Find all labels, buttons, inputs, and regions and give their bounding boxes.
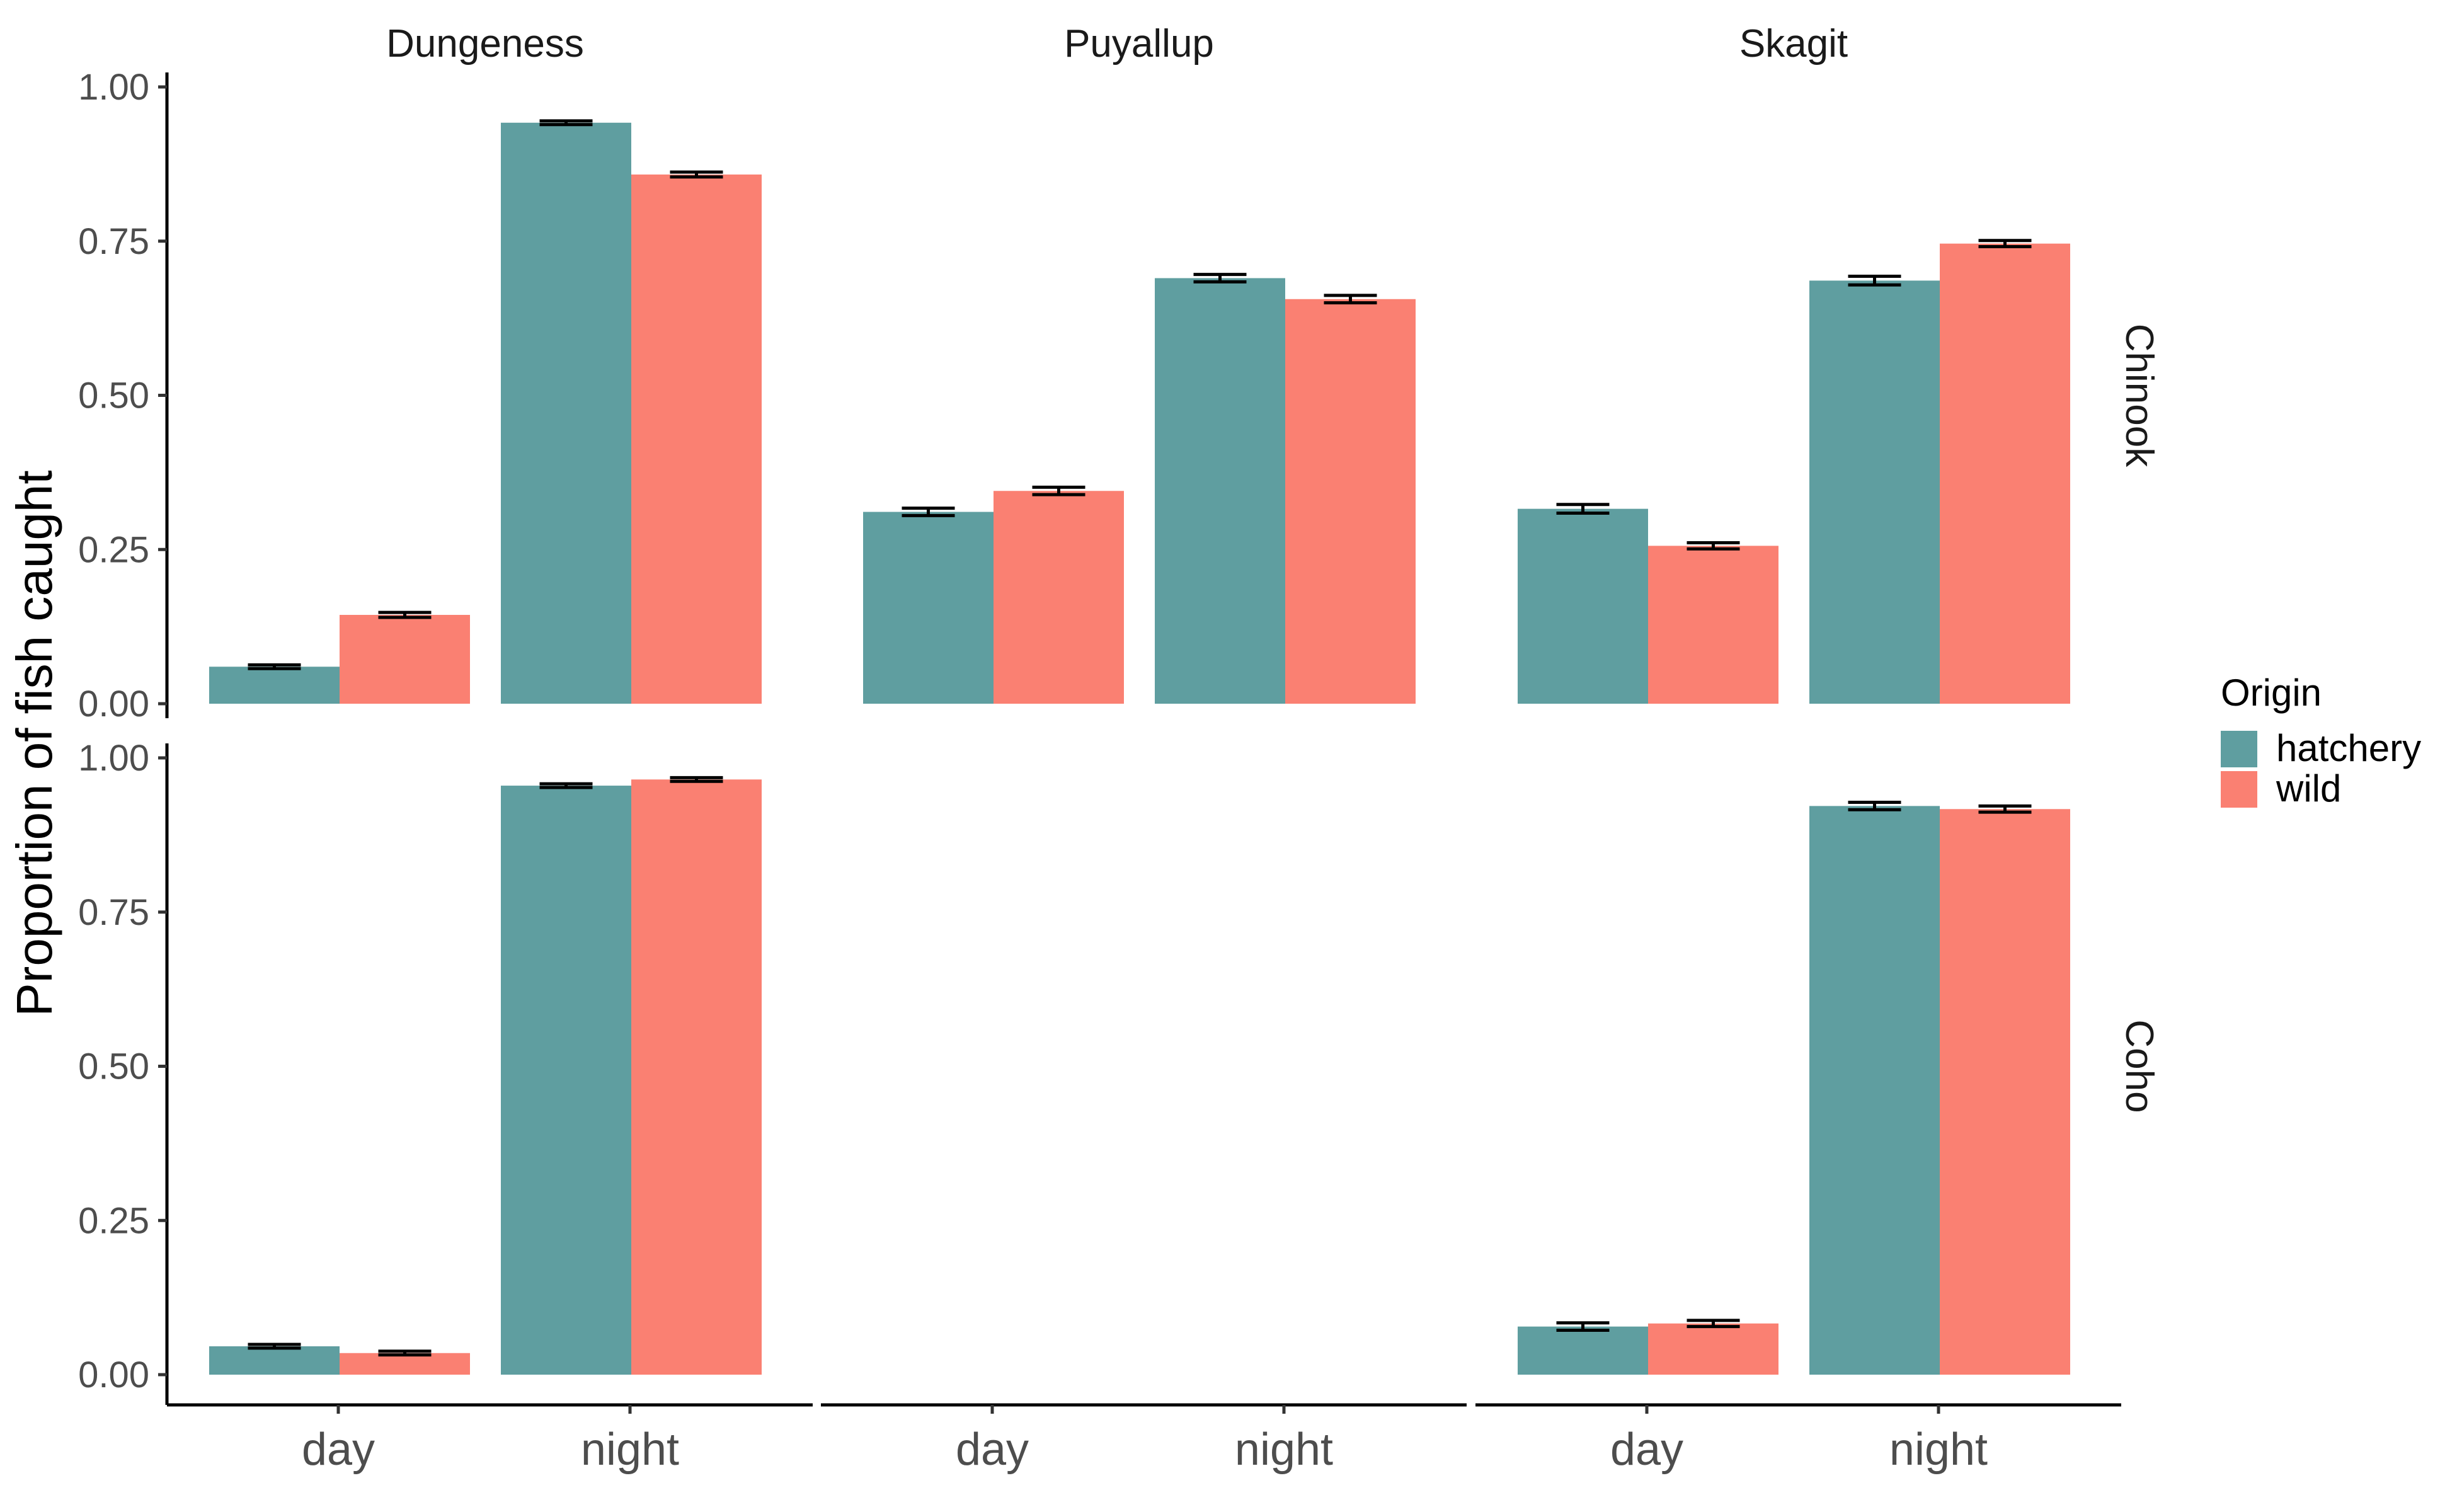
facet-panels <box>209 119 2070 1375</box>
x-tick-label: day <box>956 1424 1029 1475</box>
bar-wild-night <box>631 779 762 1375</box>
error-bar-wild-day <box>1687 541 1740 551</box>
legend-key-hatchery <box>2221 731 2257 767</box>
error-bar-hatchery-day <box>902 507 955 517</box>
legend-label-wild: wild <box>2276 767 2341 810</box>
x-tick-label: night <box>1889 1424 1988 1475</box>
y-axis-title: Proportion of fish caught <box>6 470 62 1016</box>
legend-label-hatchery: hatchery <box>2276 727 2421 769</box>
panel-coho-dungeness <box>209 776 762 1375</box>
error-bar-hatchery-day <box>248 663 301 670</box>
panel-chinook-dungeness <box>209 119 762 704</box>
bar-wild-day <box>1648 1323 1778 1375</box>
y-tick-label: 0.00 <box>78 684 149 724</box>
bar-wild-day <box>1648 546 1778 704</box>
bar-wild-night <box>1940 809 2070 1375</box>
strip-label-coho: Coho <box>2117 1019 2161 1113</box>
error-bar-wild-day <box>1687 1319 1740 1329</box>
bar-wild-night <box>1940 243 2070 704</box>
error-bar-wild-night <box>1978 804 2032 814</box>
y-tick-label: 0.50 <box>78 375 149 416</box>
panel-chinook-skagit <box>1518 239 2070 704</box>
y-tick-label: 1.00 <box>78 67 149 108</box>
y-tick-label: 0.25 <box>78 529 149 570</box>
bar-wild-day <box>340 615 470 704</box>
error-bar-hatchery-day <box>248 1343 301 1350</box>
bar-wild-night <box>1285 299 1416 704</box>
legend-key-wild <box>2221 771 2257 808</box>
bar-hatchery-day <box>863 512 994 704</box>
y-tick-label: 0.50 <box>78 1046 149 1087</box>
bar-hatchery-day <box>1518 1326 1648 1375</box>
bar-hatchery-night <box>501 786 631 1375</box>
bar-wild-day <box>340 1353 470 1375</box>
bar-hatchery-night <box>1809 806 1940 1375</box>
panel-chinook-puyallup <box>863 273 1416 704</box>
panel-coho-skagit <box>1518 800 2070 1375</box>
error-bar-wild-night <box>670 170 723 179</box>
error-bar-hatchery-night <box>1848 275 1901 287</box>
y-tick-label: 0.00 <box>78 1354 149 1395</box>
x-tick-label: night <box>1235 1424 1333 1475</box>
strip-label-puyallup: Puyallup <box>1064 22 1214 66</box>
facet-strips: Dungeness Puyallup Skagit Chinook Coho <box>386 22 2161 1113</box>
error-bar-hatchery-day <box>1556 503 1610 515</box>
x-tick-label: day <box>302 1424 375 1475</box>
x-tick-label: day <box>1610 1424 1683 1475</box>
error-bar-wild-night <box>670 776 723 783</box>
bar-wild-day <box>994 491 1124 704</box>
bar-hatchery-night <box>1809 280 1940 704</box>
legend-title: Origin <box>2221 672 2322 714</box>
error-bar-wild-night <box>1978 239 2032 249</box>
bar-hatchery-day <box>209 667 340 704</box>
bar-hatchery-day <box>1518 508 1648 704</box>
bar-hatchery-night <box>501 122 631 704</box>
y-tick-label: 1.00 <box>78 738 149 779</box>
bar-hatchery-night <box>1155 278 1285 704</box>
error-bar-hatchery-night <box>539 119 593 127</box>
error-bar-wild-day <box>378 610 432 619</box>
strip-label-dungeness: Dungeness <box>386 22 584 66</box>
y-tick-label: 0.75 <box>78 221 149 262</box>
y-tick-label: 0.75 <box>78 892 149 933</box>
error-bar-hatchery-day <box>1556 1321 1610 1332</box>
error-bar-hatchery-night <box>1193 273 1247 284</box>
error-bar-hatchery-night <box>1848 800 1901 811</box>
error-bar-hatchery-night <box>539 782 593 789</box>
strip-label-skagit: Skagit <box>1739 22 1848 66</box>
y-tick-label: 0.25 <box>78 1200 149 1241</box>
strip-label-chinook: Chinook <box>2117 324 2161 467</box>
error-bar-wild-night <box>1324 294 1377 305</box>
error-bar-wild-day <box>378 1349 432 1357</box>
error-bar-wild-day <box>1032 485 1085 496</box>
bar-wild-night <box>631 175 762 704</box>
axes: 0.00 0.25 0.50 0.75 1.00 0.00 0.25 0.50 0.75 1.00… <box>78 67 2121 1475</box>
bar-hatchery-day <box>209 1346 340 1375</box>
x-tick-label: night <box>581 1424 679 1475</box>
